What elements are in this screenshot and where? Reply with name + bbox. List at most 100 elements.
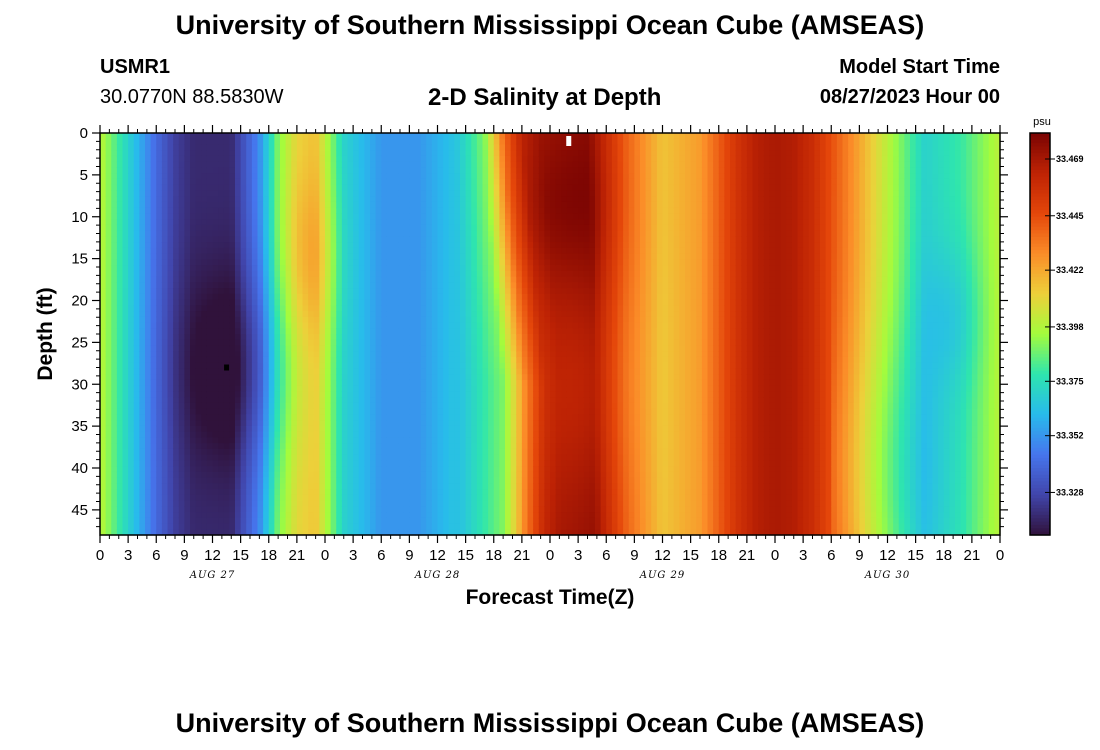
heatmap-cell bbox=[375, 454, 382, 461]
heatmap-cell bbox=[240, 322, 247, 329]
heatmap-cell bbox=[133, 293, 140, 301]
heatmap-cell bbox=[195, 224, 202, 232]
heatmap-cell bbox=[460, 282, 467, 289]
heatmap-cell bbox=[133, 425, 140, 433]
heatmap-cell bbox=[409, 408, 416, 415]
heatmap-cell bbox=[347, 150, 354, 157]
heatmap-cell bbox=[488, 517, 495, 525]
heatmap-cell bbox=[116, 500, 124, 507]
heatmap-cell bbox=[313, 454, 320, 461]
heatmap-cell bbox=[443, 213, 450, 220]
heatmap-cell bbox=[454, 138, 461, 146]
heatmap-cell bbox=[274, 265, 281, 272]
heatmap-cell bbox=[133, 500, 140, 507]
heatmap-cell bbox=[145, 219, 152, 226]
heatmap-cell bbox=[488, 345, 495, 352]
heatmap-cell bbox=[471, 494, 478, 502]
heatmap-cell bbox=[173, 328, 180, 335]
heatmap-cell bbox=[443, 305, 450, 312]
heatmap-cell bbox=[381, 178, 388, 186]
heatmap-cell bbox=[206, 155, 214, 163]
heatmap-cell bbox=[235, 282, 242, 289]
heatmap-cell bbox=[173, 523, 180, 530]
heatmap-cell bbox=[156, 334, 163, 341]
heatmap-cell bbox=[128, 420, 135, 427]
heatmap-cell bbox=[223, 437, 230, 444]
heatmap-cell bbox=[128, 431, 135, 438]
heatmap-cell bbox=[251, 448, 259, 456]
heatmap-cell bbox=[364, 253, 371, 260]
heatmap-cell bbox=[263, 431, 270, 438]
heatmap-cell bbox=[437, 133, 444, 140]
heatmap-cell bbox=[291, 460, 298, 467]
heatmap-cell bbox=[381, 173, 388, 180]
heatmap-cell bbox=[313, 299, 320, 306]
heatmap-cell bbox=[133, 506, 140, 513]
heatmap-cell bbox=[206, 184, 214, 192]
heatmap-cell bbox=[229, 414, 236, 421]
heatmap-cell bbox=[375, 213, 382, 220]
heatmap-cell bbox=[291, 213, 298, 220]
heatmap-cell bbox=[325, 276, 332, 283]
heatmap-cell bbox=[150, 402, 157, 410]
heatmap-cell bbox=[296, 374, 304, 381]
heatmap-cell bbox=[330, 494, 337, 502]
heatmap-cell bbox=[488, 230, 495, 237]
heatmap-cell bbox=[190, 517, 197, 525]
heatmap-cell bbox=[212, 201, 219, 209]
heatmap-cell bbox=[381, 299, 388, 306]
heatmap-cell bbox=[178, 351, 185, 358]
heatmap-cell bbox=[206, 270, 214, 278]
heatmap-cell bbox=[370, 460, 377, 467]
heatmap-cell bbox=[471, 184, 478, 192]
heatmap-cell bbox=[420, 483, 427, 490]
heatmap-cell bbox=[302, 288, 309, 295]
heatmap-cell bbox=[364, 500, 371, 507]
heatmap-cell bbox=[201, 425, 208, 433]
heatmap-cell bbox=[431, 161, 439, 169]
heatmap-cell bbox=[353, 460, 360, 467]
heatmap-cell bbox=[370, 276, 377, 283]
heatmap-cell bbox=[178, 150, 185, 157]
heatmap-cell bbox=[330, 282, 337, 289]
heatmap-cell bbox=[116, 282, 124, 289]
heatmap-cell bbox=[465, 201, 472, 209]
heatmap-cell bbox=[263, 322, 270, 329]
heatmap-cell bbox=[111, 339, 118, 347]
heatmap-cell bbox=[415, 500, 422, 507]
heatmap-cell bbox=[150, 184, 157, 192]
heatmap-cell bbox=[246, 420, 253, 427]
heatmap-cell bbox=[347, 230, 354, 237]
heatmap-cell bbox=[443, 328, 450, 335]
heatmap-cell bbox=[448, 420, 455, 427]
heatmap-cell bbox=[358, 328, 365, 335]
heatmap-cell bbox=[178, 397, 185, 404]
heatmap-cell bbox=[488, 391, 495, 398]
heatmap-cell bbox=[398, 242, 405, 249]
heatmap-cell bbox=[100, 420, 107, 427]
heatmap-cell bbox=[341, 150, 349, 157]
heatmap-cell bbox=[280, 345, 287, 352]
heatmap-cell bbox=[139, 517, 146, 525]
heatmap-cell bbox=[403, 311, 410, 318]
heatmap-cell bbox=[150, 397, 157, 404]
heatmap-cell bbox=[431, 288, 439, 295]
heatmap-cell bbox=[431, 397, 439, 404]
heatmap-cell bbox=[274, 334, 281, 341]
heatmap-cell bbox=[398, 253, 405, 260]
heatmap-cell bbox=[409, 155, 416, 163]
heatmap-cell bbox=[319, 368, 326, 375]
heatmap-cell bbox=[420, 230, 427, 237]
heatmap-cell bbox=[460, 270, 467, 278]
heatmap-cell bbox=[156, 282, 163, 289]
heatmap-cell bbox=[161, 443, 169, 450]
heatmap-cell bbox=[263, 207, 270, 214]
heatmap-cell bbox=[448, 133, 455, 140]
heatmap-cell bbox=[493, 276, 500, 283]
heatmap-cell bbox=[229, 173, 236, 180]
heatmap-cell bbox=[330, 265, 337, 272]
heatmap-cell bbox=[325, 201, 332, 209]
heatmap-cell bbox=[268, 374, 275, 381]
heatmap-cell bbox=[420, 385, 427, 393]
heatmap-cell bbox=[437, 529, 444, 536]
